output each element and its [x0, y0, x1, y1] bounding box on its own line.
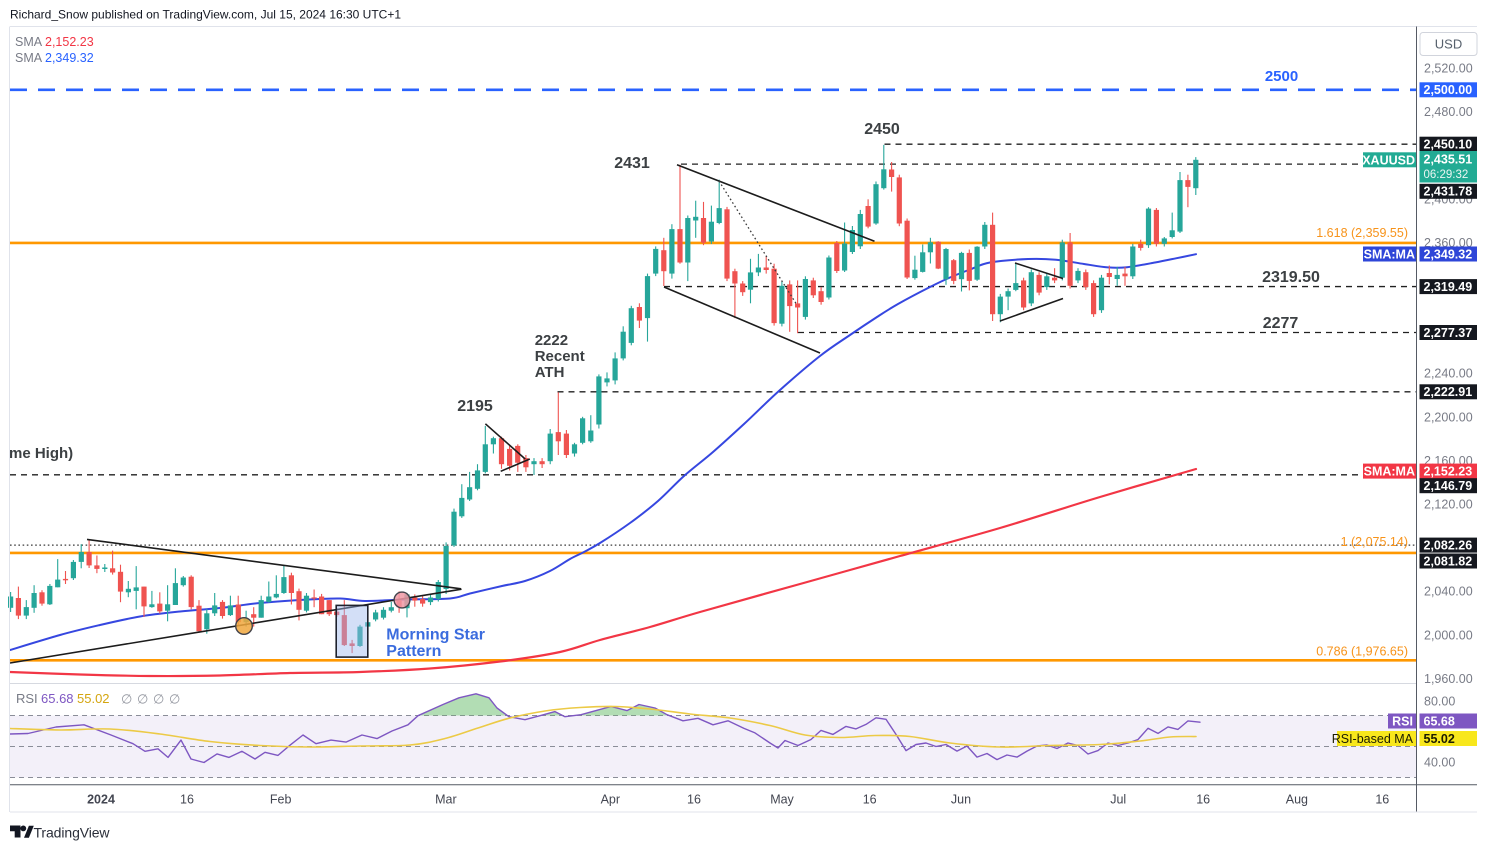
- svg-text:ATH: ATH: [535, 364, 565, 381]
- svg-text:2,200.00: 2,200.00: [1424, 410, 1473, 424]
- svg-text:2431: 2431: [614, 155, 650, 172]
- svg-text:40.00: 40.00: [1424, 756, 1455, 770]
- svg-text:2,040.00: 2,040.00: [1424, 585, 1473, 599]
- svg-text:2,152.23: 2,152.23: [45, 35, 94, 49]
- svg-text:RSI: RSI: [16, 691, 38, 706]
- svg-text:2,480.00: 2,480.00: [1424, 105, 1473, 119]
- svg-text:16: 16: [1196, 792, 1210, 806]
- svg-text:Mar: Mar: [435, 792, 457, 806]
- svg-text:1 (2,075.14): 1 (2,075.14): [1341, 535, 1408, 549]
- svg-text:2,081.82: 2,081.82: [1424, 554, 1473, 568]
- svg-text:2,082.26: 2,082.26: [1424, 538, 1473, 552]
- svg-text:∅: ∅: [121, 692, 132, 707]
- svg-text:2,240.00: 2,240.00: [1424, 367, 1473, 381]
- svg-text:∅: ∅: [137, 692, 148, 707]
- svg-text:RSI: RSI: [1392, 715, 1413, 729]
- svg-text:2,520.00: 2,520.00: [1424, 62, 1473, 76]
- svg-text:2195: 2195: [457, 398, 493, 415]
- svg-text:Richard_Snow published on Trad: Richard_Snow published on TradingView.co…: [10, 8, 401, 22]
- svg-text:Apr: Apr: [601, 792, 620, 806]
- svg-text:2,000.00: 2,000.00: [1424, 628, 1473, 642]
- svg-text:Jul: Jul: [1110, 792, 1126, 806]
- svg-text:XAUUSD: XAUUSD: [1362, 153, 1415, 167]
- svg-text:2,435.51: 2,435.51: [1424, 153, 1473, 167]
- svg-text:2222: 2222: [535, 332, 568, 349]
- svg-text:65.68: 65.68: [41, 691, 74, 706]
- svg-text:2,450.10: 2,450.10: [1424, 138, 1473, 152]
- svg-text:SMA:MA: SMA:MA: [1364, 247, 1415, 261]
- svg-text:06:29:32: 06:29:32: [1424, 169, 1469, 181]
- svg-text:16: 16: [1375, 792, 1389, 806]
- svg-text:Feb: Feb: [270, 792, 292, 806]
- svg-text:TradingView: TradingView: [34, 825, 111, 841]
- svg-text:USD: USD: [1435, 37, 1462, 52]
- svg-text:∅: ∅: [169, 692, 180, 707]
- svg-text:2450: 2450: [864, 121, 900, 138]
- svg-text:SMA:MA: SMA:MA: [1364, 465, 1415, 479]
- svg-text:2319.50: 2319.50: [1262, 269, 1320, 286]
- svg-text:16: 16: [863, 792, 877, 806]
- svg-text:May: May: [770, 792, 794, 806]
- svg-text:0.786 (1,976.65): 0.786 (1,976.65): [1316, 644, 1408, 658]
- svg-text:80.00: 80.00: [1424, 695, 1455, 709]
- svg-text:2,120.00: 2,120.00: [1424, 498, 1473, 512]
- svg-text:2,222.91: 2,222.91: [1424, 385, 1473, 399]
- svg-text:Aug: Aug: [1286, 792, 1308, 806]
- svg-text:1.618 (2,359.55): 1.618 (2,359.55): [1316, 226, 1408, 240]
- svg-text:SMA: SMA: [15, 35, 43, 49]
- svg-text:2,431.78: 2,431.78: [1424, 185, 1473, 199]
- svg-text:65.68: 65.68: [1424, 714, 1455, 728]
- svg-text:2,319.49: 2,319.49: [1424, 280, 1473, 294]
- svg-text:Recent: Recent: [535, 348, 585, 365]
- svg-text:SMA: SMA: [15, 51, 43, 65]
- svg-text:55.02: 55.02: [77, 691, 110, 706]
- svg-text:16: 16: [687, 792, 701, 806]
- svg-text:1,960.00: 1,960.00: [1424, 672, 1473, 686]
- svg-text:55.02: 55.02: [1424, 732, 1455, 746]
- svg-text:2,360.00: 2,360.00: [1424, 236, 1473, 250]
- svg-text:2277: 2277: [1263, 315, 1299, 332]
- svg-text:2,349.32: 2,349.32: [45, 51, 94, 65]
- svg-text:2,349.32: 2,349.32: [1424, 247, 1473, 261]
- svg-text:2,152.23: 2,152.23: [1424, 464, 1473, 478]
- svg-text:Morning Star: Morning Star: [386, 627, 485, 644]
- svg-text:Jun: Jun: [951, 792, 971, 806]
- svg-text:2,500.00: 2,500.00: [1424, 83, 1473, 97]
- svg-text:RSI-based MA: RSI-based MA: [1332, 732, 1414, 746]
- svg-text:16: 16: [180, 792, 194, 806]
- svg-text:Pattern: Pattern: [386, 643, 441, 660]
- svg-text:2024: 2024: [87, 792, 115, 806]
- svg-text:2500: 2500: [1265, 68, 1298, 85]
- svg-text:me High): me High): [9, 445, 73, 462]
- svg-text:2,146.79: 2,146.79: [1424, 479, 1473, 493]
- svg-text:∅: ∅: [153, 692, 164, 707]
- svg-text:2,277.37: 2,277.37: [1424, 326, 1473, 340]
